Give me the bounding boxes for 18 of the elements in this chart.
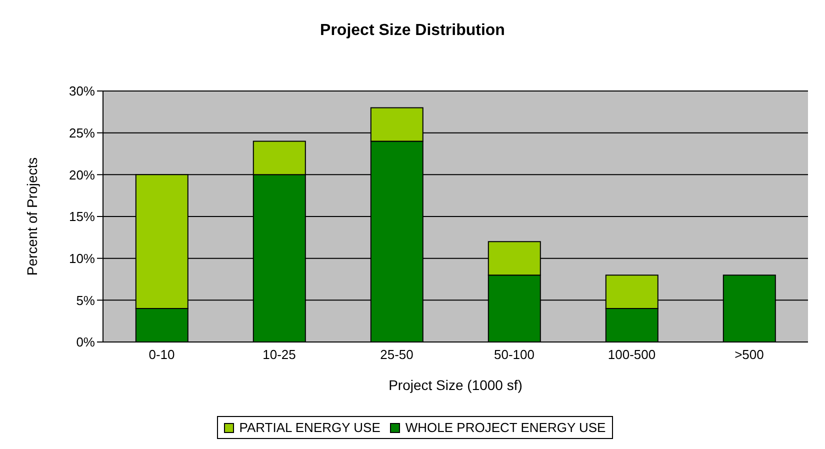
x-tick-label: 25-50 [380,347,414,362]
x-axis-title: Project Size (1000 sf) [388,377,522,393]
y-tick-label: 15% [68,209,96,224]
x-tick-label: >500 [734,347,764,362]
legend-label: PARTIAL ENERGY USE [238,420,380,435]
y-tick-label: 0% [76,334,96,350]
x-tick-label: 0-10 [148,347,175,362]
y-tick-label: 10% [68,250,96,266]
y-tick-label: 20% [68,167,96,182]
y-axis-title: Percent of Projects [24,157,40,276]
y-tick-label: 5% [76,292,96,308]
legend-label: WHOLE PROJECT ENERGY USE [404,420,606,435]
x-tick-label: 100-500 [608,347,656,362]
chart-title: Project Size Distribution [319,22,506,40]
y-tick-label: 30% [68,84,96,99]
y-tick-label: 25% [68,125,96,140]
x-tick-label: 50-100 [494,347,534,362]
x-tick-label: 10-25 [262,347,296,362]
